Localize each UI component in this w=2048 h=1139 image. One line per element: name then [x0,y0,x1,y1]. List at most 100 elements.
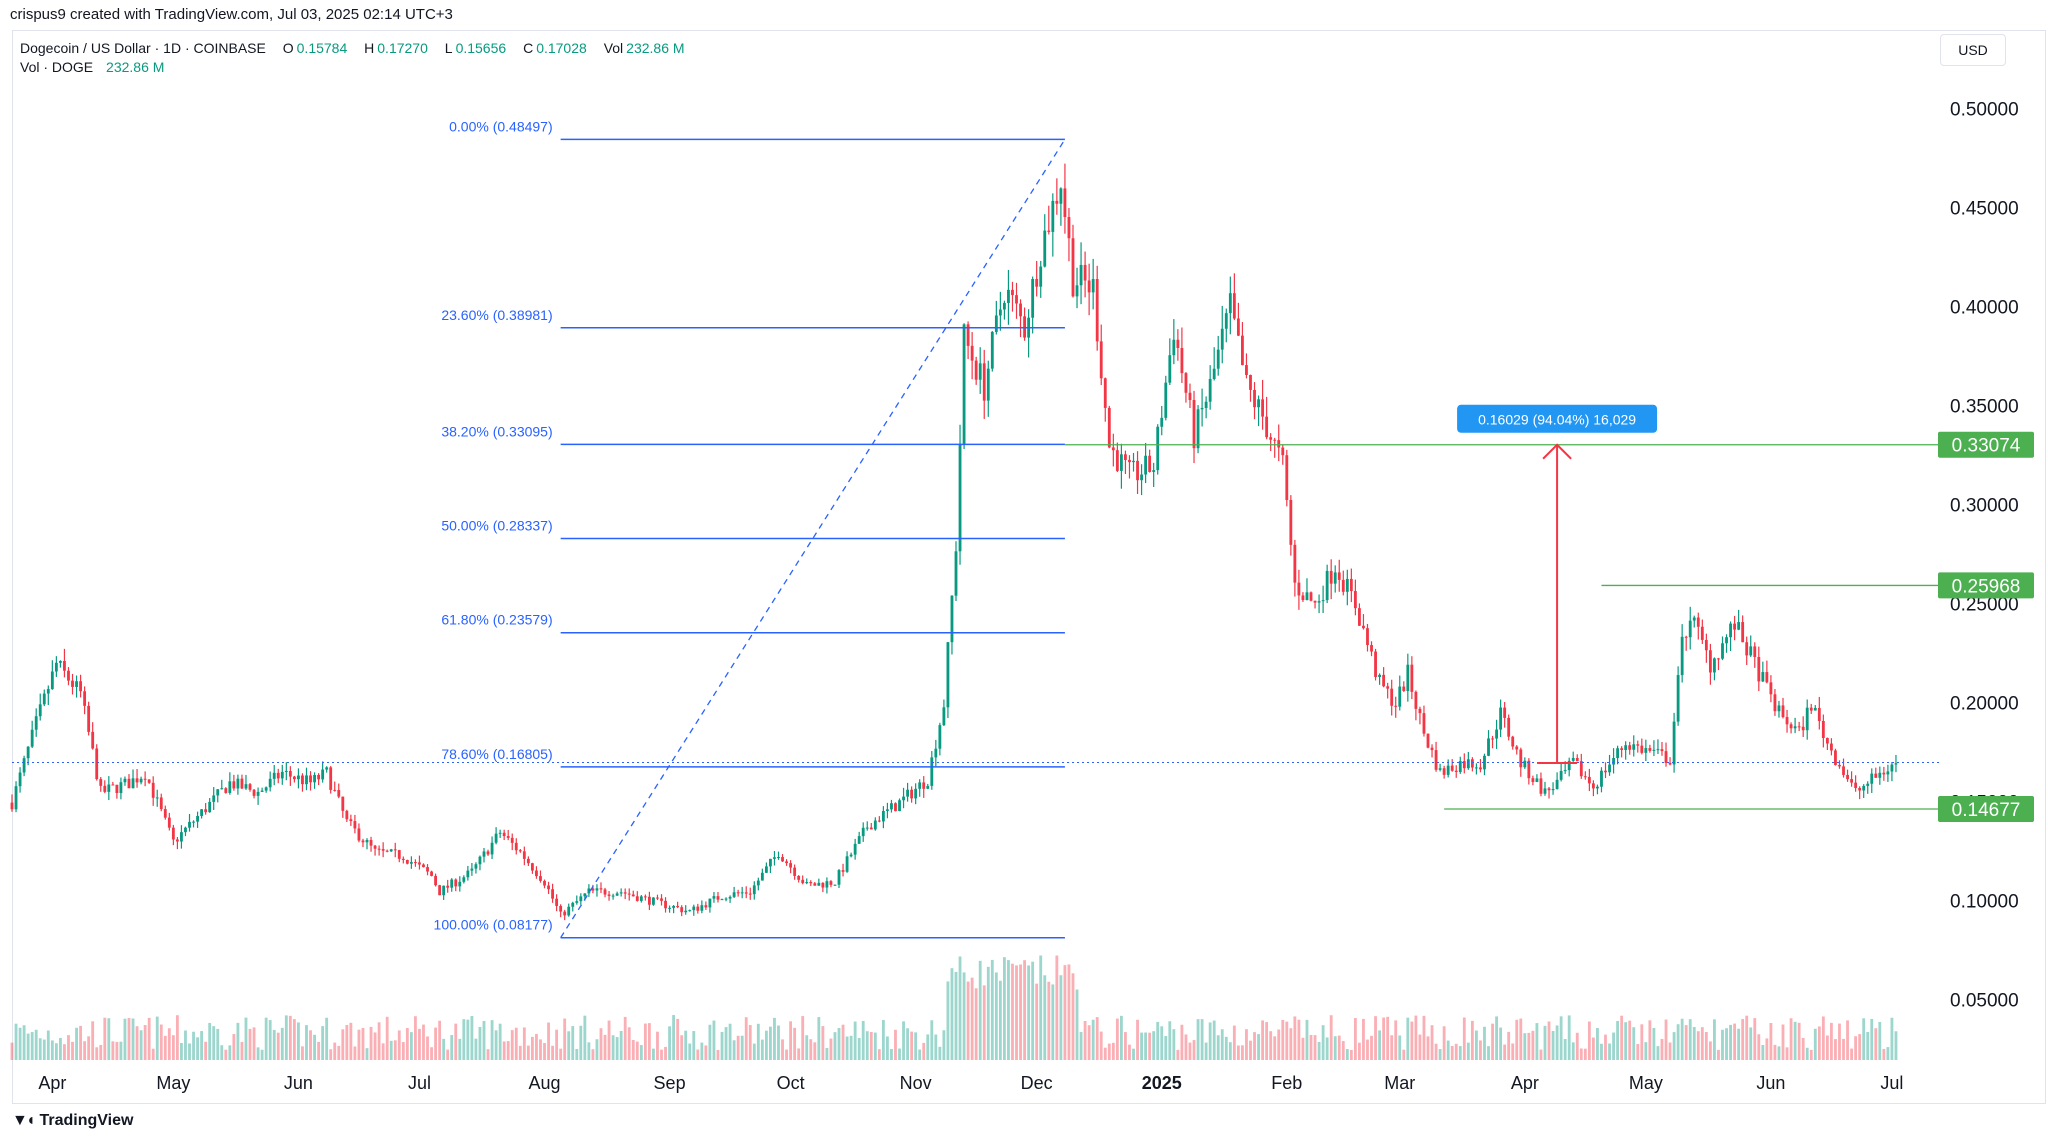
candle-body [151,782,155,798]
candle-body [1648,748,1652,751]
candle-body [563,911,567,916]
volume-bar [1591,1037,1595,1060]
volume-bar [1349,1049,1353,1060]
candle-body [252,789,256,796]
volume-bar [764,1030,768,1060]
candle-body [1152,470,1156,472]
volume-bar [103,1017,107,1060]
candle-body [1277,440,1281,448]
candle-body [789,863,793,868]
volume-bar [1390,1035,1394,1060]
measure-arrowhead [1542,443,1572,460]
volume-bar [442,1038,446,1060]
x-tick-label: Oct [777,1073,805,1093]
volume-bar [1713,1019,1716,1060]
volume-bar [1600,1043,1603,1060]
volume-bar [256,1047,260,1060]
volume-bar [817,1017,821,1060]
x-tick-label: Apr [38,1073,66,1093]
volume-bar [1136,1019,1139,1060]
candle-body [208,801,212,813]
candle-body [405,859,409,864]
candle-body [732,892,736,897]
candle-body [1878,772,1882,778]
volume-bar [736,1035,740,1060]
candle-body [603,889,607,895]
candle-body [1567,760,1571,771]
fib-level-label: 23.60% (0.38981) [441,307,552,323]
volume-bar [1007,960,1010,1060]
volume-bar [1257,1034,1260,1060]
volume-bar [1115,1018,1119,1060]
volume-bar [998,980,1002,1060]
volume-bar [1656,1046,1660,1060]
volume-bar [111,1041,115,1060]
candle-body [1309,592,1313,601]
volume-bar [1374,1016,1377,1060]
candle-body [67,670,70,681]
volume-bar [1527,1032,1531,1060]
candle-body [397,850,401,859]
candle-body [1842,766,1845,775]
candle-body [583,893,587,897]
candle-body [1737,622,1741,630]
candle-body [934,748,938,758]
candle-body [345,810,349,820]
price-level-tag-text: 0.25968 [1952,576,2021,597]
tradingview-logo[interactable]: ▼◖ TradingView [12,1112,133,1130]
high-value: 0.17270 [377,40,428,56]
volume-bar [333,1042,337,1060]
candle-body [1422,713,1426,734]
candle-body [54,662,58,672]
candle-body [611,895,615,897]
volume-bar [1079,1032,1083,1060]
price-level-tag[interactable] [1938,431,2034,458]
volume-bar [252,1027,256,1060]
candle-body [1535,778,1539,782]
volume-bar [1692,1026,1696,1060]
volume-bar [38,1038,42,1060]
price-level-tag-text: 0.33074 [1952,436,2021,457]
volume-bar [1362,1018,1365,1060]
low-value: 0.15656 [455,40,507,56]
price-level-tag[interactable] [1938,572,2034,599]
candle-body [1660,749,1664,752]
volume-bar [115,1041,119,1060]
candle-body [587,888,591,894]
volume-bar [1075,989,1079,1060]
volume-bar [1386,1016,1390,1060]
currency-button[interactable]: USD [1940,34,2006,66]
candle-body [171,827,175,840]
candle-body [357,828,361,841]
candle-body [446,885,450,888]
volume-bar [1825,1035,1829,1060]
candle-body [167,817,171,828]
candle-body [1434,750,1438,770]
candle-body [1632,744,1636,750]
volume-bar [1172,1029,1176,1060]
symbol-title: Dogecoin / US Dollar · 1D · COINBASE [20,40,266,56]
candle-body [1523,760,1527,768]
fib-level-label: 61.80% (0.23579) [441,612,552,628]
candle-body [1095,279,1099,342]
volume-bar [321,1026,325,1060]
candle-body [292,776,296,780]
candle-body [1487,738,1490,756]
candle-body [1172,339,1176,356]
volume-bar [1785,1047,1789,1060]
volume-bar [494,1030,498,1060]
volume-bar [1152,1031,1156,1060]
candle-body [522,851,526,859]
volume-bar [1140,1032,1143,1060]
volume-bar [1862,1018,1866,1060]
volume-bar [926,1034,930,1060]
volume-bar [748,1025,752,1060]
candle-body [1785,717,1789,725]
volume-bar [510,1030,514,1060]
candle-body [1329,570,1333,584]
candle-body [1644,748,1648,753]
candle-body [135,778,139,783]
price-level-tag[interactable] [1938,795,2034,822]
volume-bar [692,1031,696,1060]
